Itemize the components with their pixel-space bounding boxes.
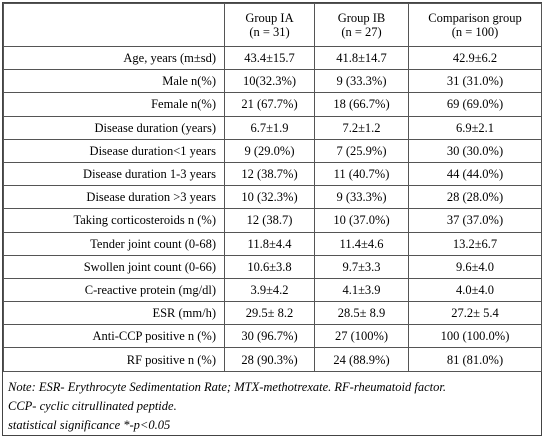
cell-group-ib: 9 (33.3%)	[314, 185, 409, 210]
table-row: Tender joint count (0-68) 11.8±4.4 11.4±4.…	[3, 231, 542, 256]
row-label: Disease duration (years)	[3, 115, 225, 140]
table-row: RF positive n (%) 28 (90.3%) 24 (88.9%) 81 …	[3, 347, 542, 372]
table-row: Swollen joint count (0-66) 10.6±3.8 9.7±3.…	[3, 254, 542, 279]
cell-group-ib: 41.8±14.7	[314, 45, 409, 71]
cell-group-ia: 12 (38.7%)	[224, 161, 315, 187]
table-row: Disease duration 1-3 years 12 (38.7%) 11 (…	[3, 161, 542, 187]
cell-comparison-group: 69 (69.0%)	[408, 92, 542, 117]
table-row: C-reactive protein (mg/dl) 3.9±4.2 4.1±3.9…	[3, 277, 542, 303]
row-label: Taking corticosteroids n (%)	[3, 208, 225, 233]
note-line-1: Note: ESR- Erythrocyte Sedimentation Rat…	[8, 380, 446, 394]
row-label: Tender joint count (0-68)	[3, 231, 225, 256]
cell-group-ia: 3.9±4.2	[224, 277, 315, 303]
cell-comparison-group: 31 (31.0%)	[408, 69, 542, 94]
table-row: Disease duration (years) 6.7±1.9 7.2±1.2 6.…	[3, 115, 542, 140]
cell-comparison-group: 9.6±4.0	[408, 254, 542, 279]
cell-comparison-group: 30 (30.0%)	[408, 138, 542, 163]
row-label: ESR (mm/h)	[3, 301, 225, 326]
cell-group-ib: 11 (40.7%)	[314, 161, 409, 187]
row-label: Female n(%)	[3, 92, 225, 117]
row-label: Disease duration >3 years	[3, 185, 225, 210]
cell-group-ia: 43.4±15.7	[224, 45, 315, 71]
cell-group-ia: 21 (67.7%)	[224, 92, 315, 117]
cell-group-ib: 7 (25.9%)	[314, 138, 409, 163]
cell-comparison-group: 28 (28.0%)	[408, 185, 542, 210]
row-label: Disease duration 1-3 years	[3, 161, 225, 187]
table-row: Disease duration >3 years 10 (32.3%) 9 (33…	[3, 185, 542, 210]
cell-group-ia: 30 (96.7%)	[224, 324, 315, 349]
table-row: Female n(%) 21 (67.7%) 18 (66.7%) 69 (69.0%…	[3, 92, 542, 117]
table-row: Anti-CCP positive n (%) 30 (96.7%) 27 (100…	[3, 324, 542, 349]
cell-group-ib: 11.4±4.6	[314, 231, 409, 256]
cell-group-ia: 9 (29.0%)	[224, 138, 315, 163]
cell-group-ia: 29.5± 8.2	[224, 301, 315, 326]
row-label: Disease duration<1 years	[3, 138, 225, 163]
cell-group-ia: 10(32.3%)	[224, 69, 315, 94]
table-row: Disease duration<1 years 9 (29.0%) 7 (25.9…	[3, 138, 542, 163]
table-row: ESR (mm/h) 29.5± 8.2 28.5± 8.9 27.2± 5.4	[3, 301, 542, 326]
cell-group-ib: 7.2±1.2	[314, 115, 409, 140]
table-row: Male n(%) 10(32.3%) 9 (33.3%) 31 (31.0%)	[3, 69, 542, 94]
cell-group-ib: 28.5± 8.9	[314, 301, 409, 326]
cell-group-ia: 11.8±4.4	[224, 231, 315, 256]
cell-group-ib: 10 (37.0%)	[314, 208, 409, 233]
row-label: Male n(%)	[3, 69, 225, 94]
cell-group-ib: 18 (66.7%)	[314, 92, 409, 117]
cell-group-ib: 9.7±3.3	[314, 254, 409, 279]
cell-group-ia: 6.7±1.9	[224, 115, 315, 140]
header-row: Group IA (n = 31) Group IB (n = 27) Comp…	[3, 3, 542, 47]
header-group-ia: Group IA (n = 31)	[224, 3, 315, 47]
row-label: RF positive n (%)	[3, 347, 225, 372]
cell-comparison-group: 27.2± 5.4	[408, 301, 542, 326]
row-label: Anti-CCP positive n (%)	[3, 324, 225, 349]
cell-comparison-group: 4.0±4.0	[408, 277, 542, 303]
cell-comparison-group: 81 (81.0%)	[408, 347, 542, 372]
cell-comparison-group: 100 (100.0%)	[408, 324, 542, 349]
cell-group-ib: 4.1±3.9	[314, 277, 409, 303]
cell-group-ia: 28 (90.3%)	[224, 347, 315, 372]
header-comparison-group: Comparison group (n = 100)	[408, 3, 542, 47]
data-table: Group IA (n = 31) Group IB (n = 27) Comp…	[3, 3, 542, 372]
table-row: Age, years (m±sd) 43.4±15.7 41.8±14.7 42.9±…	[3, 45, 542, 71]
row-label: C-reactive protein (mg/dl)	[3, 277, 225, 303]
row-label: Age, years (m±sd)	[3, 45, 225, 71]
note-line-3: statistical significance *-p<0.05	[8, 418, 171, 432]
cell-group-ia: 10 (32.3%)	[224, 185, 315, 210]
cell-comparison-group: 44 (44.0%)	[408, 161, 542, 187]
cell-group-ib: 27 (100%)	[314, 324, 409, 349]
header-group-ib: Group IB (n = 27)	[314, 3, 409, 47]
cell-comparison-group: 13.2±6.7	[408, 231, 542, 256]
row-label: Swollen joint count (0-66)	[3, 254, 225, 279]
table-note: Note: ESR- Erythrocyte Sedimentation Rat…	[8, 378, 538, 435]
table-row: Taking corticosteroids n (%) 12 (38.7) 10 …	[3, 208, 542, 233]
cell-comparison-group: 42.9±6.2	[408, 45, 542, 71]
cell-group-ib: 9 (33.3%)	[314, 69, 409, 94]
header-empty	[3, 3, 225, 47]
cell-group-ia: 12 (38.7)	[224, 208, 315, 233]
cell-group-ib: 24 (88.9%)	[314, 347, 409, 372]
note-line-2: CCP- cyclic citrullinated peptide.	[8, 399, 177, 413]
cell-comparison-group: 6.9±2.1	[408, 115, 542, 140]
cell-comparison-group: 37 (37.0%)	[408, 208, 542, 233]
cell-group-ia: 10.6±3.8	[224, 254, 315, 279]
